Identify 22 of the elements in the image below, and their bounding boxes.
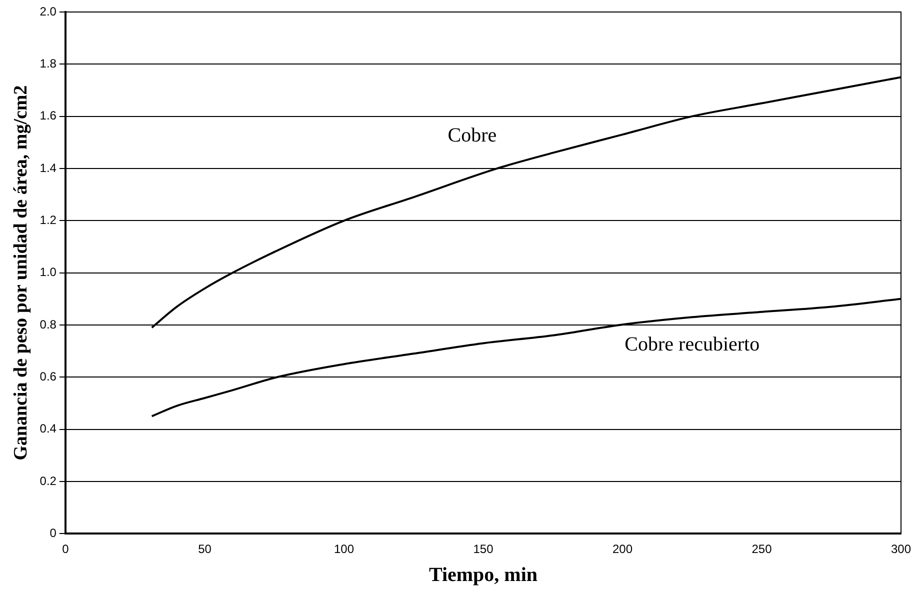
y-tick-label: 0.8 (40, 317, 57, 332)
x-tick-label: 0 (62, 542, 70, 556)
y-tick-label: 0.4 (40, 422, 57, 436)
x-tick-label: 100 (334, 542, 354, 556)
x-tick-label: 150 (473, 542, 494, 556)
y-tick-label: 1.2 (40, 212, 57, 227)
x-tick-label: 250 (752, 542, 772, 556)
y-tick-label: 1.4 (40, 160, 57, 175)
x-tick-label: 200 (612, 542, 633, 556)
y-tick-label: 1.0 (40, 265, 57, 280)
series-label: Cobre (448, 124, 497, 147)
y-tick-label: 0.2 (40, 474, 57, 488)
x-tick-label: 300 (890, 542, 912, 556)
y-tick-label: 1.6 (40, 108, 57, 123)
y-tick-label: 2.0 (40, 4, 57, 18)
x-tick-label: 50 (198, 542, 212, 556)
series-label: Cobre recubierto (624, 333, 760, 356)
y-tick-label: 1.8 (40, 56, 57, 70)
x-axis-title: Tiempo, min (428, 564, 538, 586)
y-axis-title: Ganancia de peso por unidad de área, mg/cm2 (10, 85, 32, 460)
y-tick-label: 0 (50, 526, 57, 540)
y-tick-label: 0.6 (40, 369, 57, 384)
